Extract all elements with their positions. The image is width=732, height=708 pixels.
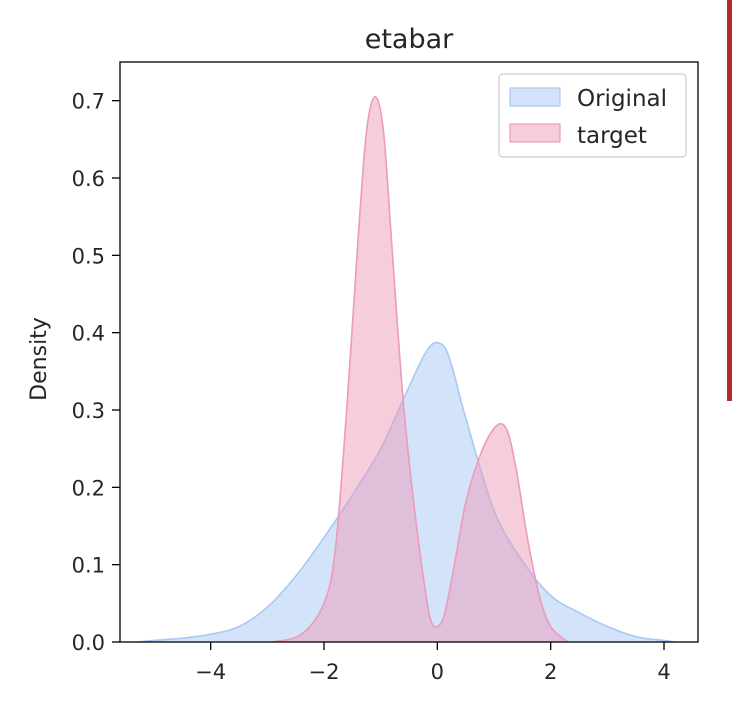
y-axis-label: Density [27,317,52,401]
legend: Original target [498,73,687,158]
series-area-target [273,96,568,643]
plot-frame [119,61,699,643]
series-layer [136,95,676,643]
y-tick-label: 0.4 [72,322,105,346]
legend-label-target: target [577,123,647,149]
series-line-original [136,341,676,643]
legend-label-original: Original [577,86,667,112]
chart-title: etabar [365,24,454,55]
x-tick-label: 2 [544,660,557,684]
y-tick-label: 0.7 [72,90,105,114]
y-tick-label: 0.3 [72,399,105,423]
axes-layer: −4 −2 0 2 4 0.0 0.1 0.2 0.3 0.4 0.5 0.6 0.7 [72,90,671,684]
window-edge-bar [727,0,732,401]
y-tick-label: 0.1 [72,554,105,578]
series-line-target [272,95,569,643]
x-tick-label: −4 [195,660,226,684]
legend-swatch-target [509,123,561,143]
legend-swatch-original [509,87,561,107]
y-tick-label: 0.0 [72,631,105,655]
x-tick-label: 0 [431,660,444,684]
x-tick-label: 4 [657,660,670,684]
y-tick-label: 0.2 [72,476,105,500]
y-tick-label: 0.5 [72,244,105,268]
x-tick-label: −2 [309,660,340,684]
y-tick-label: 0.6 [72,167,105,191]
